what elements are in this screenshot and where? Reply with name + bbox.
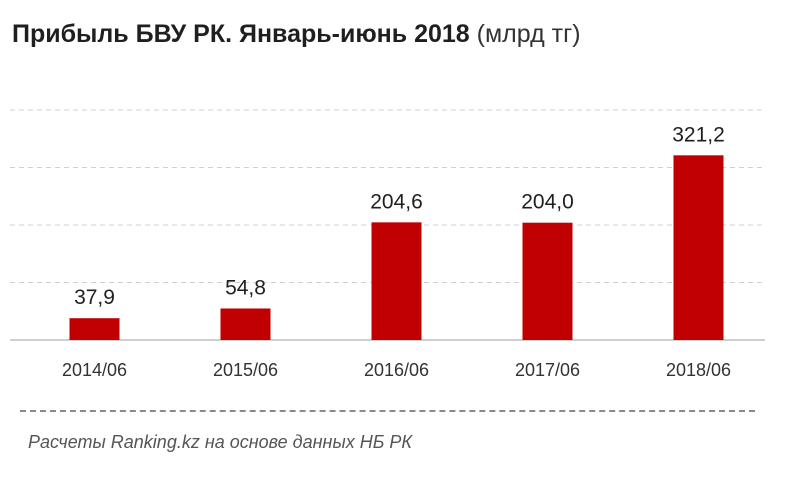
bar-2018/06 xyxy=(673,155,724,340)
chart-title-unit: (млрд тг) xyxy=(476,20,581,48)
data-label: 204,0 xyxy=(521,191,574,214)
bar-2017/06 xyxy=(522,222,573,340)
data-label: 204,6 xyxy=(370,190,423,213)
data-label: 37,9 xyxy=(74,286,115,309)
bar-2014/06 xyxy=(69,318,120,340)
x-tick-label: 2017/06 xyxy=(515,360,580,380)
chart-title-main: Прибыль БВУ РК. Январь-июнь 2018 xyxy=(12,20,470,48)
x-tick-label: 2014/06 xyxy=(62,360,127,380)
source-divider xyxy=(20,410,755,412)
bar-chart: 37,9 2014/06 54,8 2015/06 204,6 2016/06 204,0 2… xyxy=(10,109,765,380)
bar-2016/06 xyxy=(371,222,422,340)
x-tick-label: 2015/06 xyxy=(213,360,278,380)
chart-title: Прибыль БВУ РК. Январь-июнь 2018 (млрд т… xyxy=(12,20,581,49)
bar-2015/06 xyxy=(220,308,271,340)
source-note: Расчеты Ranking.kz на основе данных НБ Р… xyxy=(28,432,413,452)
data-label: 321,2 xyxy=(672,123,725,146)
x-tick-label: 2018/06 xyxy=(666,360,731,380)
data-label: 54,8 xyxy=(225,276,266,299)
x-tick-label: 2016/06 xyxy=(364,360,429,380)
